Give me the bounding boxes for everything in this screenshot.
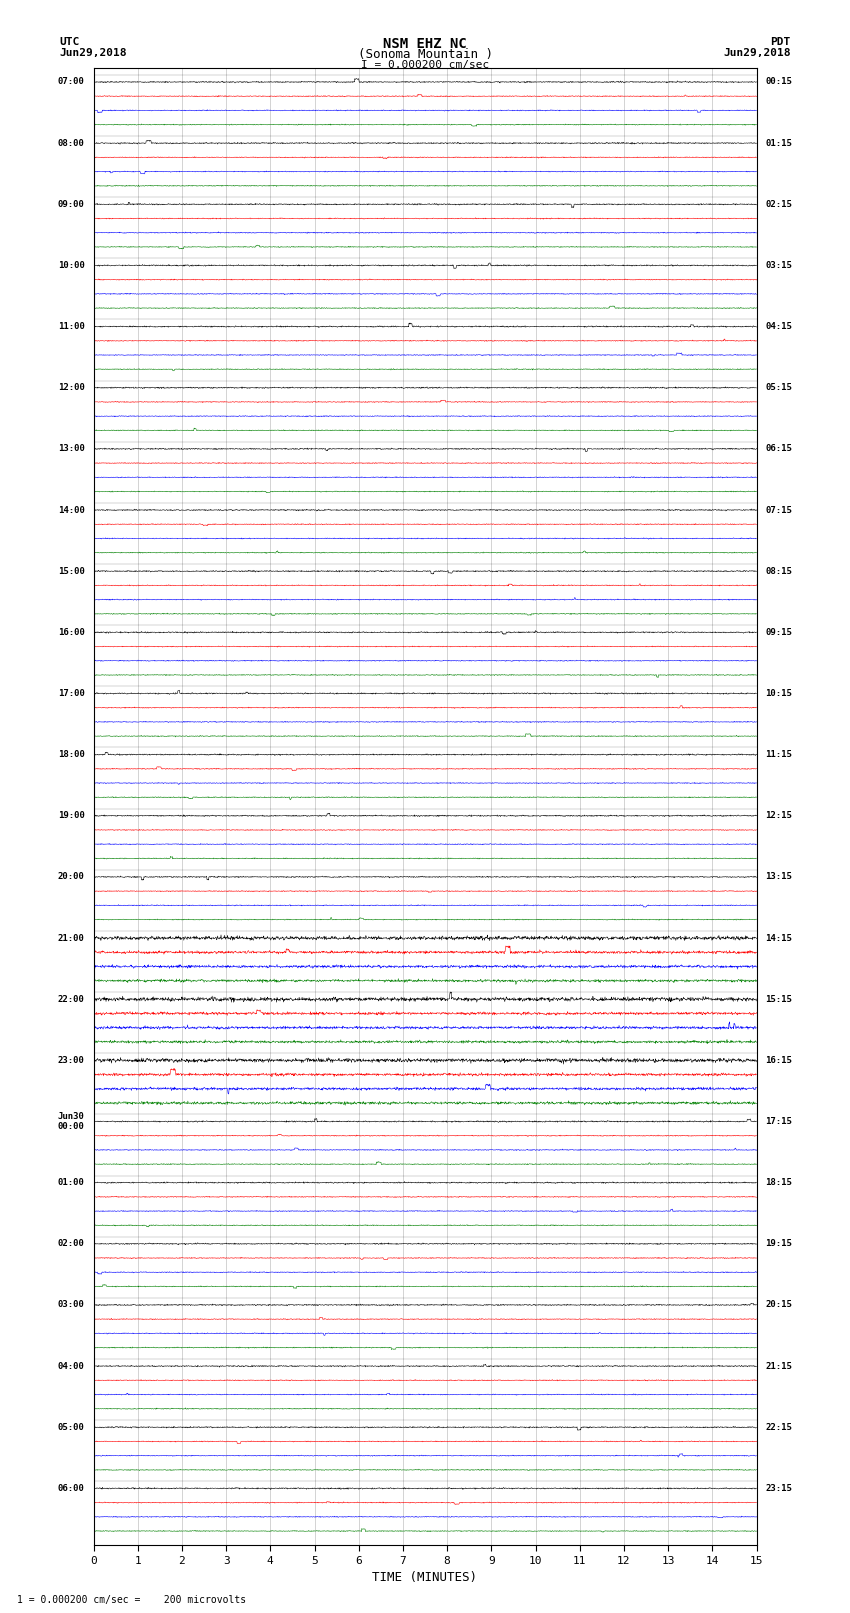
Text: 21:00: 21:00 xyxy=(58,934,85,942)
Text: 12:15: 12:15 xyxy=(765,811,792,821)
Text: Jun29,2018: Jun29,2018 xyxy=(723,48,791,58)
Text: 16:00: 16:00 xyxy=(58,627,85,637)
Text: 06:00: 06:00 xyxy=(58,1484,85,1494)
Text: (Sonoma Mountain ): (Sonoma Mountain ) xyxy=(358,48,492,61)
Text: 02:00: 02:00 xyxy=(58,1239,85,1248)
Text: Jun30
00:00: Jun30 00:00 xyxy=(58,1111,85,1131)
Text: 13:00: 13:00 xyxy=(58,444,85,453)
Text: PDT: PDT xyxy=(770,37,790,47)
Text: 09:15: 09:15 xyxy=(765,627,792,637)
Text: 13:15: 13:15 xyxy=(765,873,792,881)
Text: 19:15: 19:15 xyxy=(765,1239,792,1248)
Text: 18:00: 18:00 xyxy=(58,750,85,760)
Text: 05:00: 05:00 xyxy=(58,1423,85,1432)
Text: 14:15: 14:15 xyxy=(765,934,792,942)
Text: UTC: UTC xyxy=(60,37,80,47)
Text: 23:15: 23:15 xyxy=(765,1484,792,1494)
Text: 17:00: 17:00 xyxy=(58,689,85,698)
Text: 04:00: 04:00 xyxy=(58,1361,85,1371)
Text: 12:00: 12:00 xyxy=(58,384,85,392)
Text: 02:15: 02:15 xyxy=(765,200,792,208)
Text: Jun29,2018: Jun29,2018 xyxy=(60,48,127,58)
Text: 23:00: 23:00 xyxy=(58,1057,85,1065)
Text: 17:15: 17:15 xyxy=(765,1116,792,1126)
Text: I = 0.000200 cm/sec: I = 0.000200 cm/sec xyxy=(361,60,489,69)
Text: 18:15: 18:15 xyxy=(765,1177,792,1187)
Text: 05:15: 05:15 xyxy=(765,384,792,392)
Text: 07:00: 07:00 xyxy=(58,77,85,87)
Text: 15:15: 15:15 xyxy=(765,995,792,1003)
Text: 03:15: 03:15 xyxy=(765,261,792,269)
Text: 1 = 0.000200 cm/sec =    200 microvolts: 1 = 0.000200 cm/sec = 200 microvolts xyxy=(17,1595,246,1605)
Text: NSM EHZ NC: NSM EHZ NC xyxy=(383,37,467,52)
Text: 07:15: 07:15 xyxy=(765,505,792,515)
Text: 06:15: 06:15 xyxy=(765,444,792,453)
Text: 16:15: 16:15 xyxy=(765,1057,792,1065)
Text: 10:00: 10:00 xyxy=(58,261,85,269)
Text: 11:00: 11:00 xyxy=(58,323,85,331)
Text: 10:15: 10:15 xyxy=(765,689,792,698)
Text: 01:00: 01:00 xyxy=(58,1177,85,1187)
Text: 11:15: 11:15 xyxy=(765,750,792,760)
Text: 20:00: 20:00 xyxy=(58,873,85,881)
Text: 22:00: 22:00 xyxy=(58,995,85,1003)
Text: 04:15: 04:15 xyxy=(765,323,792,331)
Text: 20:15: 20:15 xyxy=(765,1300,792,1310)
Text: 01:15: 01:15 xyxy=(765,139,792,148)
Text: 00:15: 00:15 xyxy=(765,77,792,87)
Text: 08:00: 08:00 xyxy=(58,139,85,148)
X-axis label: TIME (MINUTES): TIME (MINUTES) xyxy=(372,1571,478,1584)
Text: 22:15: 22:15 xyxy=(765,1423,792,1432)
Text: 09:00: 09:00 xyxy=(58,200,85,208)
Text: 03:00: 03:00 xyxy=(58,1300,85,1310)
Text: 19:00: 19:00 xyxy=(58,811,85,821)
Text: 08:15: 08:15 xyxy=(765,566,792,576)
Text: 15:00: 15:00 xyxy=(58,566,85,576)
Text: 21:15: 21:15 xyxy=(765,1361,792,1371)
Text: 14:00: 14:00 xyxy=(58,505,85,515)
